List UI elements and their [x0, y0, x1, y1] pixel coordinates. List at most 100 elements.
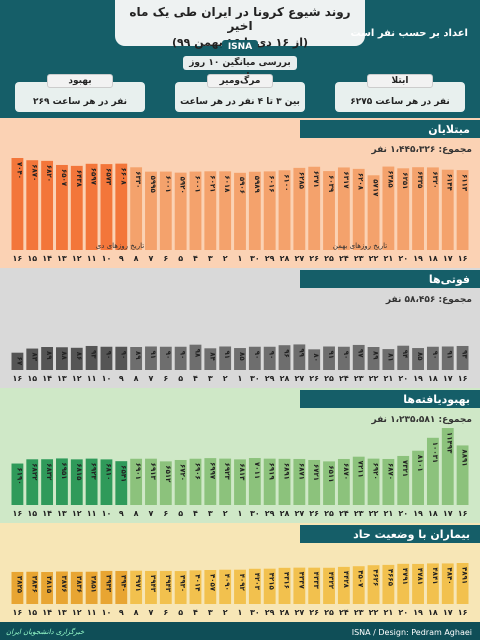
panel-total-2: مجموع: ۱،۲۳۵،۵۸۱ نفر: [370, 415, 472, 425]
bar-3-20: [159, 570, 172, 604]
bar-1-8: [337, 346, 350, 370]
bar-value-1-0: ۹۳: [461, 350, 469, 359]
tick-label-3-4: ۲۰: [398, 608, 408, 617]
bar-value-0-12: ۶۱۰۰: [283, 174, 291, 191]
bar-0-6: [367, 175, 380, 250]
bar-value-1-29: ۸۳: [30, 353, 38, 362]
bar-value-0-20: ۶۰۰۱: [164, 176, 172, 193]
tick-label-0-29: ۱۵: [27, 254, 37, 263]
bar-3-17: [204, 569, 217, 604]
bar-1-2: [426, 346, 439, 370]
tick-label-0-3: ۱۹: [413, 254, 423, 263]
bar-0-14: [248, 171, 261, 250]
tick-label-1-27: ۱۳: [57, 374, 67, 383]
bar-2-15: [234, 459, 246, 505]
bar-0-23: [115, 163, 128, 250]
tick-label-0-15: ۱: [238, 254, 243, 263]
bar-value-1-10: ۸۰: [312, 353, 320, 362]
tick-label-2-21: ۷: [149, 509, 154, 518]
tick-label-0-13: ۲۹: [265, 254, 275, 263]
summary-recovery-label: بهبود: [47, 74, 113, 88]
bar-3-11: [293, 567, 306, 604]
bar-3-30: [11, 571, 24, 604]
bar-0-2: [426, 167, 439, 250]
bar-value-0-15: ۵۹۰۶: [238, 177, 246, 194]
bar-value-3-12: ۴۳۱۶: [283, 572, 291, 589]
bar-value-2-18: ۶۹۰۶: [193, 463, 201, 480]
bar-0-16: [219, 171, 232, 250]
tick-label-1-6: ۲۲: [369, 374, 379, 383]
tick-label-2-0: ۱۶: [458, 509, 468, 518]
bar-value-0-25: ۶۵۹۷: [90, 168, 98, 186]
bar-3-22: [130, 570, 143, 604]
summary-death: مرگ‌ومیر بین ۳ تا ۴ نفر در هر ساعت: [175, 74, 305, 112]
tick-label-3-21: ۷: [149, 608, 154, 617]
bar-value-1-1: ۹۱: [446, 350, 454, 359]
tick-label-3-14: ۳۰: [250, 608, 260, 617]
bar-value-1-9: ۹۱: [327, 350, 335, 359]
tick-label-2-11: ۲۷: [294, 509, 304, 518]
bar-2-24: [100, 459, 113, 505]
bar-value-2-25: ۶۹۲۳: [90, 463, 98, 481]
summary-recovery-value: ۲۶۹ نفر در هر ساعت: [32, 97, 128, 107]
tick-label-1-17: ۳: [208, 374, 213, 383]
axis-label-bahman-0: تاریخ روزهای بهمن: [333, 242, 387, 250]
panel-total-1: مجموع: ۵۸،۴۵۶ نفر: [385, 295, 472, 305]
tick-label-0-26: ۱۲: [72, 254, 82, 263]
tick-label-1-0: ۱۶: [458, 374, 468, 383]
bar-value-3-24: ۳۹۴۳: [104, 575, 112, 593]
bar-value-3-16: ۴۰۹۰: [223, 574, 231, 591]
tick-label-2-13: ۲۹: [265, 509, 275, 518]
bar-1-0: [456, 345, 469, 370]
bar-value-3-18: ۴۰۱۴: [193, 574, 201, 592]
tick-label-2-15: ۱: [238, 509, 243, 518]
tick-label-3-12: ۲۸: [280, 608, 290, 617]
bar-value-3-14: ۴۲۰۳: [253, 573, 261, 591]
tick-label-2-12: ۲۸: [280, 509, 290, 518]
bar-value-0-24: ۶۵۷۳: [104, 168, 112, 186]
bar-value-3-2: ۴۸۴۱: [431, 567, 439, 584]
bar-2-20: [159, 461, 172, 505]
tick-label-1-5: ۲۱: [384, 374, 394, 383]
tick-label-1-16: ۲: [223, 374, 228, 383]
bar-1-28: [41, 347, 54, 370]
tick-label-1-19: ۵: [178, 374, 183, 383]
bar-value-1-14: ۹۰: [253, 351, 261, 360]
tick-label-0-2: ۱۸: [428, 254, 438, 263]
bar-1-9: [323, 346, 335, 370]
bar-3-27: [56, 571, 68, 604]
bar-3-21: [145, 570, 157, 604]
bar-value-3-9: ۴۳۲۲: [327, 572, 335, 590]
bar-2-23: [115, 461, 128, 505]
bar-value-0-23: ۶۶۰۸: [119, 168, 127, 186]
bar-value-2-7: ۷۲۱۱: [357, 461, 365, 478]
bar-2-4: [397, 455, 410, 505]
tick-label-3-9: ۲۵: [324, 608, 334, 617]
bar-value-1-18: ۹۸: [193, 349, 201, 358]
isna-tag: ISNA: [222, 40, 258, 54]
tick-label-2-4: ۲۰: [398, 509, 408, 518]
tick-label-2-2: ۱۸: [428, 509, 438, 518]
bar-value-3-15: ۴۰۹۲: [238, 574, 246, 592]
bar-1-17: [204, 348, 217, 370]
bar-0-28: [41, 160, 54, 250]
bar-value-0-8: ۶۳۱۷: [342, 171, 350, 189]
tick-label-2-5: ۲۱: [384, 509, 394, 518]
tick-label-3-25: ۱۱: [87, 608, 97, 617]
tick-label-1-23: ۹: [119, 374, 124, 383]
tick-label-3-28: ۱۴: [42, 608, 52, 617]
bar-value-2-0: ۸۸۹۱: [461, 449, 469, 466]
bar-1-30: [11, 352, 24, 370]
bar-2-29: [26, 459, 39, 505]
summary-death-label: مرگ‌ومیر: [207, 74, 273, 88]
bar-1-4: [397, 345, 410, 370]
tick-label-1-25: ۱۱: [87, 374, 97, 383]
bar-value-0-16: ۶۰۱۸: [223, 175, 231, 193]
bar-value-0-27: ۶۵۰۷: [60, 169, 68, 187]
panel-title-band-1: [300, 270, 480, 288]
tick-label-1-7: ۲۳: [354, 374, 364, 383]
bar-value-3-17: ۴۰۵۷: [208, 574, 216, 592]
bar-value-0-11: ۶۲۸۵: [297, 172, 305, 190]
tick-label-0-18: ۴: [193, 254, 198, 263]
tick-label-0-23: ۹: [119, 254, 124, 263]
